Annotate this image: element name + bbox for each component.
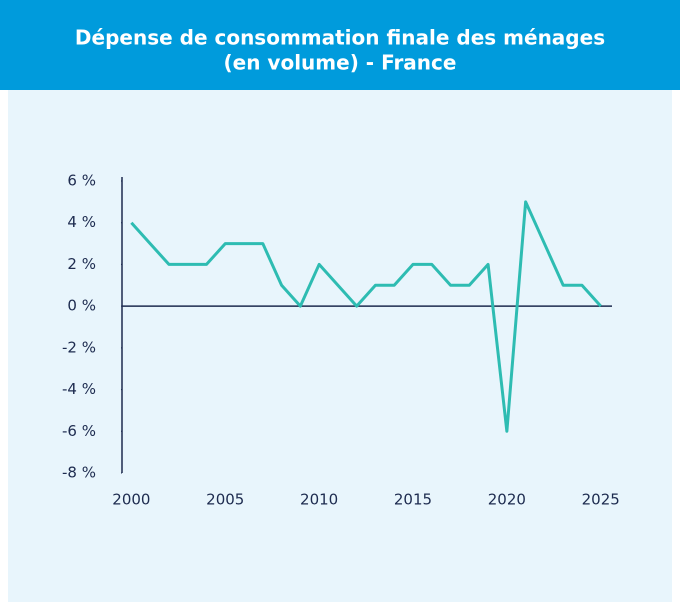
chart-title: Dépense de consommation finale des ménag… bbox=[75, 26, 605, 50]
x-tick-label: 2020 bbox=[488, 491, 526, 509]
y-tick-label: -2 % bbox=[62, 338, 96, 356]
x-tick-label: 2015 bbox=[394, 491, 432, 509]
y-tick-label: 4 % bbox=[67, 213, 96, 231]
data-line bbox=[130, 200, 602, 433]
chart-title: (en volume) - France bbox=[224, 51, 457, 75]
y-tick-label: 2 % bbox=[67, 255, 96, 273]
x-tick-label: 2000 bbox=[112, 491, 150, 509]
header bbox=[0, 0, 680, 90]
y-tick-label: -8 % bbox=[62, 464, 96, 482]
y-tick-label: -6 % bbox=[62, 422, 96, 440]
x-tick-label: 2025 bbox=[582, 491, 620, 509]
panel bbox=[8, 90, 672, 602]
y-tick-label: 0 % bbox=[67, 297, 96, 315]
x-tick-label: 2005 bbox=[206, 491, 244, 509]
y-tick-label: 6 % bbox=[67, 172, 96, 190]
y-tick-label: -4 % bbox=[62, 380, 96, 398]
x-tick-label: 2010 bbox=[300, 491, 338, 509]
